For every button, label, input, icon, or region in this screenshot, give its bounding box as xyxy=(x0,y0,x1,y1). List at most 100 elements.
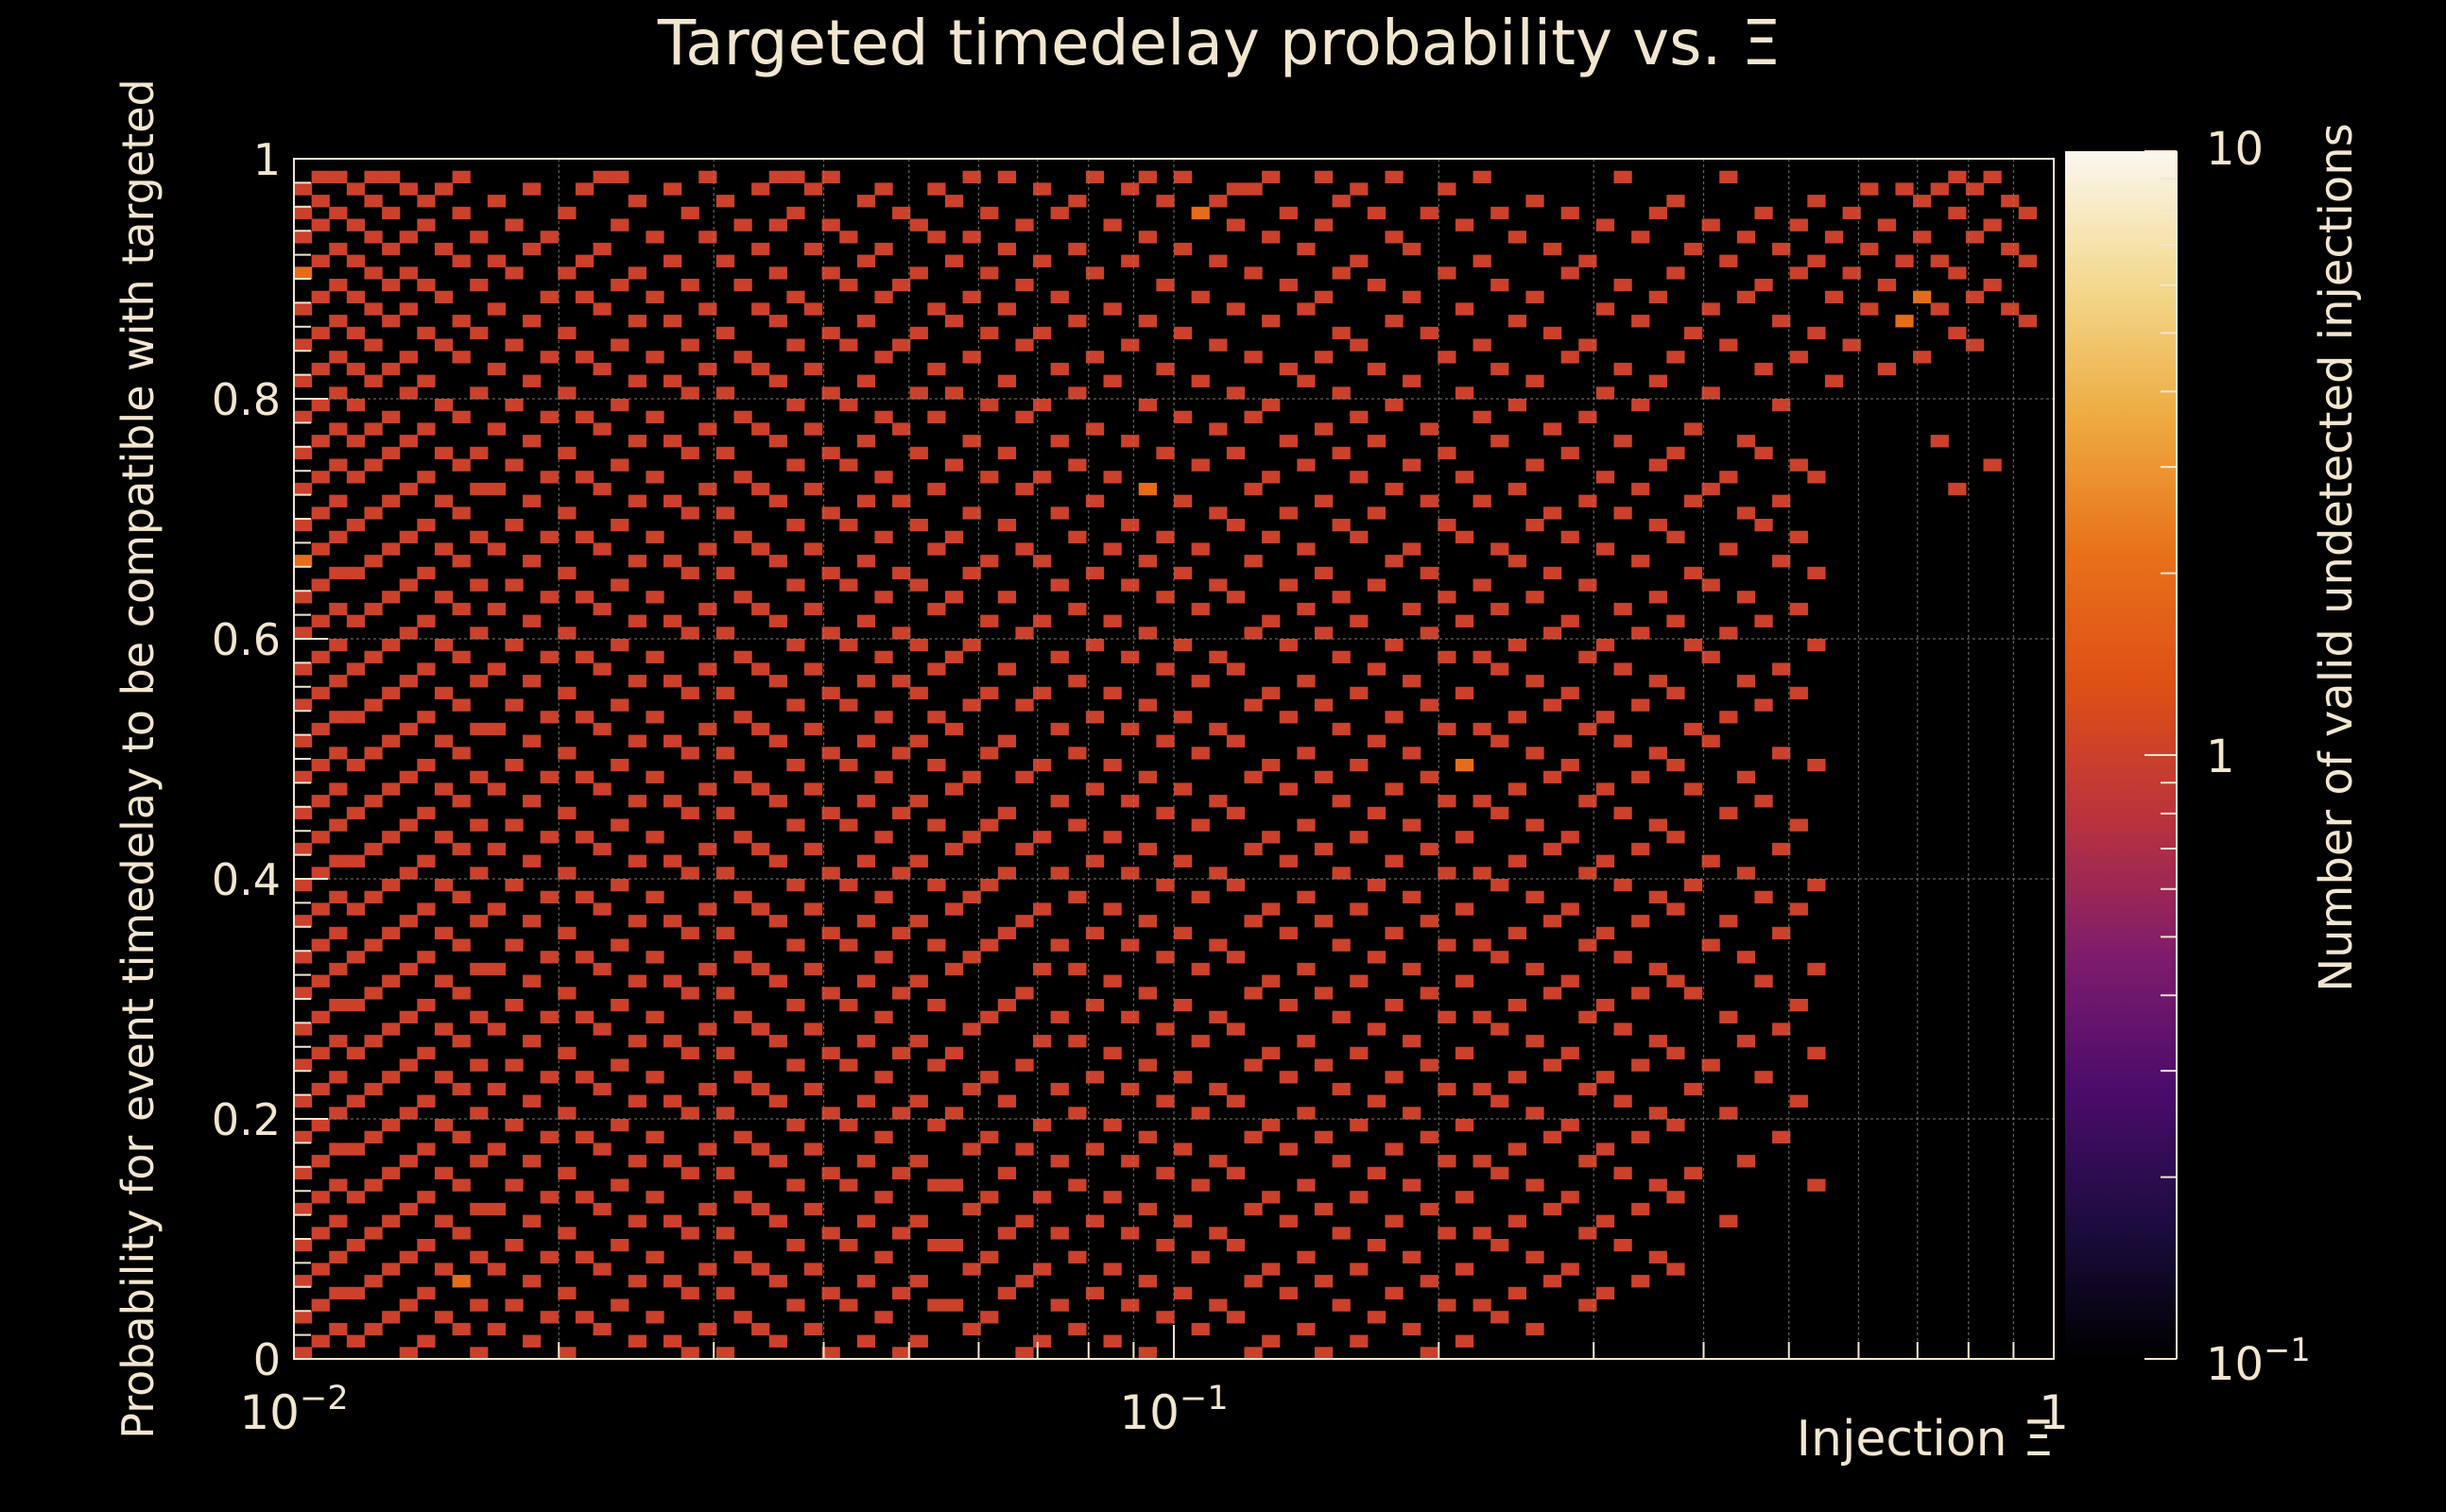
heatmap-cell xyxy=(944,254,964,267)
heatmap-cell xyxy=(1350,338,1369,352)
heatmap-cell xyxy=(1403,542,1421,556)
heatmap-cell xyxy=(874,182,893,196)
heatmap-cell xyxy=(1578,578,1597,592)
heatmap-cell xyxy=(311,218,330,232)
heatmap-cell xyxy=(768,734,787,747)
heatmap-cell xyxy=(663,1155,682,1168)
heatmap-cell xyxy=(1314,170,1334,183)
heatmap-cell xyxy=(1420,1130,1438,1143)
heatmap-cell xyxy=(1578,1227,1597,1240)
heatmap-cell xyxy=(1578,338,1597,352)
heatmap-cell xyxy=(663,915,682,928)
heatmap-cell xyxy=(505,999,524,1012)
heatmap-cell xyxy=(1666,530,1685,543)
heatmap-cell xyxy=(892,1286,911,1300)
heatmap-cell xyxy=(680,987,699,1000)
heatmap-cell xyxy=(980,1191,999,1204)
heatmap-cell xyxy=(768,1094,787,1108)
heatmap-cell xyxy=(698,1202,717,1216)
heatmap-cell xyxy=(1121,938,1140,952)
heatmap-cell xyxy=(680,806,699,820)
heatmap-cell xyxy=(382,1071,401,1084)
heatmap-cell xyxy=(1613,435,1632,448)
heatmap-cell xyxy=(1455,1334,1474,1348)
heatmap-cell xyxy=(927,542,946,556)
heatmap-cell xyxy=(680,1166,699,1180)
heatmap-cell xyxy=(364,795,383,808)
heatmap-cell xyxy=(927,302,946,316)
heatmap-cell xyxy=(346,290,366,303)
heatmap-cell xyxy=(980,206,999,220)
heatmap-cell xyxy=(856,1035,876,1048)
heatmap-cell xyxy=(997,302,1017,316)
heatmap-cell xyxy=(646,231,664,244)
heatmap-cell xyxy=(452,170,471,183)
heatmap-cell xyxy=(1209,422,1228,436)
heatmap-cell xyxy=(1262,1191,1281,1204)
heatmap-cell xyxy=(294,1239,313,1252)
heatmap-cell xyxy=(1156,662,1175,676)
heatmap-cell xyxy=(1507,1143,1526,1156)
heatmap-cell xyxy=(1631,1058,1650,1072)
heatmap-cell xyxy=(1191,602,1210,616)
heatmap-cell xyxy=(1367,578,1387,592)
heatmap-cell xyxy=(611,170,629,183)
heatmap-cell xyxy=(786,338,805,352)
y-tick-label: 0.2 xyxy=(212,1094,281,1145)
heatmap-cell xyxy=(1648,962,1667,976)
heatmap-cell xyxy=(434,1311,454,1324)
heatmap-cell xyxy=(1719,338,1738,352)
heatmap-cell xyxy=(364,195,383,208)
heatmap-cell xyxy=(1350,974,1369,988)
heatmap-cell xyxy=(1297,1035,1316,1048)
heatmap-cell xyxy=(364,987,383,1000)
heatmap-cell xyxy=(452,890,471,903)
heatmap-cell xyxy=(452,555,471,568)
heatmap-cell xyxy=(1121,1227,1140,1240)
heatmap-cell xyxy=(1789,458,1808,472)
heatmap-cell xyxy=(470,530,489,543)
heatmap-cell xyxy=(646,650,664,663)
heatmap-cell xyxy=(1244,410,1263,423)
heatmap-cell xyxy=(1314,566,1334,580)
heatmap-cell xyxy=(1560,1263,1579,1276)
heatmap-cell xyxy=(646,770,664,783)
heatmap-cell xyxy=(1156,446,1175,460)
heatmap-cell xyxy=(505,338,524,352)
heatmap-cell xyxy=(1103,1263,1122,1276)
heatmap-cell xyxy=(523,614,542,627)
heatmap-cell xyxy=(1719,806,1738,820)
heatmap-cell xyxy=(575,410,594,423)
heatmap-cell xyxy=(1403,290,1421,303)
heatmap-cell xyxy=(663,734,682,747)
heatmap-cell xyxy=(1473,722,1491,736)
heatmap-cell xyxy=(382,494,401,507)
heatmap-cell xyxy=(733,951,752,964)
heatmap-cell xyxy=(1297,458,1316,472)
heatmap-cell xyxy=(1438,938,1456,952)
heatmap-cell xyxy=(346,951,366,964)
heatmap-cell xyxy=(1420,770,1438,783)
heatmap-cell xyxy=(294,1202,313,1216)
heatmap-cell xyxy=(909,639,928,652)
heatmap-cell xyxy=(628,374,646,387)
heatmap-cell xyxy=(1085,422,1105,436)
x-tick-label: 10−1 xyxy=(1119,1380,1228,1440)
heatmap-cell xyxy=(364,338,383,352)
colorbar-tick-label: 10 xyxy=(2206,123,2264,176)
heatmap-cell xyxy=(452,650,471,663)
heatmap-cell xyxy=(1438,446,1456,460)
heatmap-cell xyxy=(593,1202,612,1216)
heatmap-cell xyxy=(558,1227,577,1240)
heatmap-cell xyxy=(1913,351,1932,364)
heatmap-cell xyxy=(997,662,1017,676)
heatmap-cell xyxy=(558,1347,577,1360)
heatmap-cell xyxy=(892,279,911,292)
heatmap-cell xyxy=(909,266,928,280)
heatmap-cell xyxy=(1085,494,1105,507)
heatmap-cell xyxy=(1438,1010,1456,1023)
heatmap-cell xyxy=(839,578,858,592)
heatmap-cell xyxy=(1560,1119,1579,1132)
heatmap-cell xyxy=(1736,507,1756,520)
heatmap-cell xyxy=(523,1155,542,1168)
